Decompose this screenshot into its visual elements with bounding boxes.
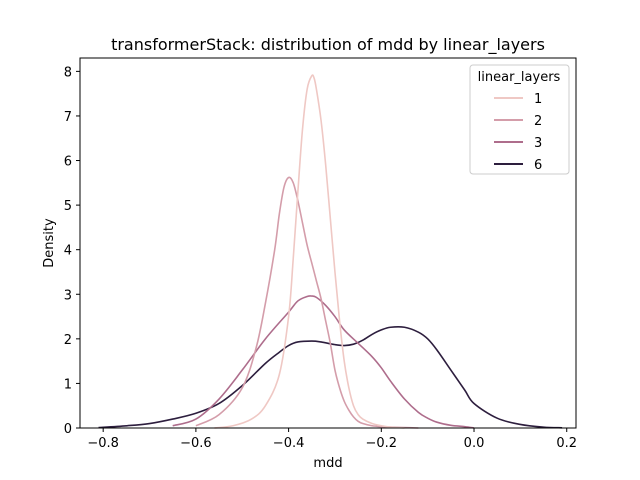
x-tick-label: 0.0 [464,436,485,451]
chart-title: transformerStack: distribution of mdd by… [111,35,545,55]
x-tick-label: −0.4 [273,436,305,451]
axes-frame [79,57,577,429]
x-tick-label: −0.2 [366,436,398,451]
y-axis: 0 1 2 3 4 5 6 7 8 [64,65,80,437]
y-tick-label: 0 [64,422,72,437]
legend-label-2: 2 [534,114,542,129]
legend-title: linear_layers [478,70,561,85]
series-layer [98,74,563,429]
x-tick-label: −0.8 [87,436,119,451]
y-tick-label: 8 [64,65,72,80]
y-tick-label: 6 [64,155,72,170]
x-axis-label: mdd [313,456,342,471]
legend-entries: 1 2 3 6 [494,92,542,173]
y-tick-label: 4 [64,244,72,259]
x-axis: −0.8 −0.6 −0.4 −0.2 0.0 0.2 [87,428,577,451]
y-tick-label: 3 [64,288,72,303]
series-line-1 [214,74,405,429]
y-tick-label: 5 [64,199,72,214]
legend-label-6: 6 [534,158,542,173]
legend: linear_layers 1 2 3 6 [469,64,570,175]
y-tick-label: 1 [64,377,72,392]
series-line-2 [195,176,419,429]
y-tick-label: 2 [64,333,72,348]
x-tick-label: −0.6 [180,436,212,451]
x-tick-label: 0.2 [556,436,577,451]
y-tick-label: 7 [64,110,72,125]
series-line-6 [98,325,563,429]
y-axis-label: Density [42,218,57,268]
legend-label-1: 1 [534,92,542,107]
legend-label-3: 3 [534,136,542,151]
